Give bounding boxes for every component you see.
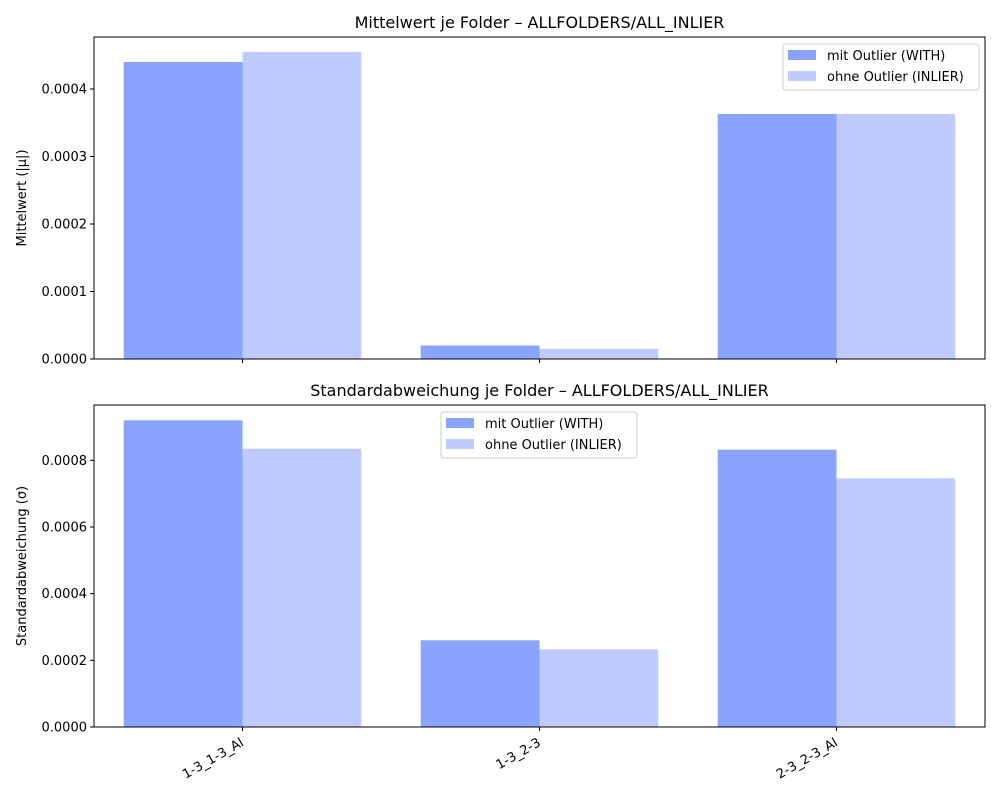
y-axis-label: Mittelwert (|µ|)	[15, 149, 30, 246]
y-tick-label: 0.0000	[42, 353, 88, 368]
x-tick-label: 1-3_2-3	[494, 735, 544, 772]
bar-with-2	[420, 640, 540, 727]
bar-inlier-3	[836, 478, 956, 727]
bar-with-3	[717, 113, 837, 359]
y-tick-label: 0.0002	[42, 217, 88, 232]
chart-panel-2: Standardabweichung je Folder – ALLFOLDER…	[15, 381, 986, 782]
bar-inlier-2	[539, 649, 659, 727]
legend-swatch-inlier	[446, 439, 474, 449]
bar-inlier-2	[539, 348, 659, 359]
legend-swatch-with	[446, 418, 474, 428]
legend-label-with: mit Outlier (WITH)	[485, 417, 603, 432]
legend-box	[782, 43, 980, 91]
y-tick-label: 0.0002	[42, 654, 88, 669]
legend: mit Outlier (WITH) ohne Outlier (INLIER)	[440, 411, 638, 459]
x-tick-label: 1-3_1-3_Al	[180, 735, 246, 782]
y-tick-label: 0.0003	[42, 150, 88, 165]
y-tick-label: 0.0004	[42, 82, 88, 97]
bar-inlier-3	[836, 113, 956, 359]
chart-title: Standardabweichung je Folder – ALLFOLDER…	[310, 381, 768, 401]
y-tick-label: 0.0006	[42, 521, 88, 536]
legend: mit Outlier (WITH) ohne Outlier (INLIER)	[782, 43, 980, 91]
bar-with-1	[123, 61, 243, 360]
bar-inlier-1	[242, 51, 362, 359]
legend-swatch-with	[788, 50, 816, 60]
y-tick-label: 0.0000	[42, 721, 88, 736]
legend-label-with: mit Outlier (WITH)	[827, 49, 945, 64]
x-tick-label: 2-3_2-3_Al	[774, 735, 840, 782]
legend-label-inlier: ohne Outlier (INLIER)	[827, 70, 964, 85]
y-tick-label: 0.0008	[42, 454, 88, 469]
bar-inlier-1	[242, 448, 362, 727]
legend-box	[440, 411, 638, 459]
chart-panel-1: Mittelwert je Folder – ALLFOLDERS/ALL_IN…	[15, 13, 986, 368]
bar-with-1	[123, 420, 243, 727]
bar-with-2	[420, 345, 540, 359]
legend-swatch-inlier	[788, 71, 816, 81]
y-axis-label: Standardabweichung (σ)	[15, 486, 30, 646]
legend-label-inlier: ohne Outlier (INLIER)	[485, 438, 622, 453]
chart-title: Mittelwert je Folder – ALLFOLDERS/ALL_IN…	[355, 13, 725, 33]
y-tick-label: 0.0004	[42, 587, 88, 602]
bar-with-3	[717, 449, 837, 727]
y-tick-label: 0.0001	[42, 285, 88, 300]
